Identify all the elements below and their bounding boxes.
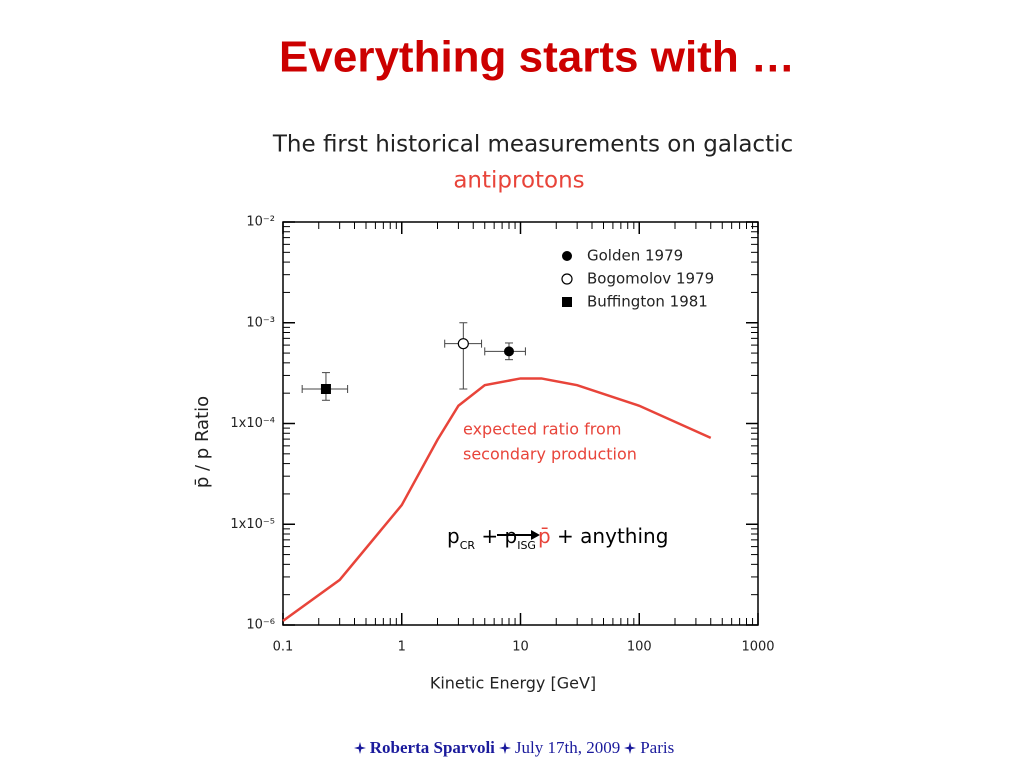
slide-title: Everything starts with … bbox=[279, 33, 795, 82]
annotation: secondary production bbox=[463, 445, 637, 464]
y-tick-label: 10⁻³ bbox=[246, 315, 275, 330]
star bbox=[624, 742, 637, 754]
legend-marker bbox=[562, 297, 572, 307]
star bbox=[498, 742, 511, 754]
reaction-part: + anything bbox=[551, 524, 669, 548]
x-tick-label: 0.1 bbox=[273, 640, 294, 655]
chart-subtitle: antiprotons bbox=[453, 168, 584, 194]
x-tick-label: 1 bbox=[398, 640, 406, 655]
reaction-arrowhead bbox=[531, 530, 540, 540]
x-tick-label: 10 bbox=[512, 640, 529, 655]
y-tick-label: 1x10⁻⁵ bbox=[230, 517, 275, 532]
legend-label: Golden 1979 bbox=[587, 247, 683, 265]
legend-marker bbox=[561, 273, 573, 285]
chart: Everything starts with … The first histo… bbox=[192, 33, 795, 693]
reaction-sub: ISG bbox=[517, 539, 536, 552]
chart-title: The first historical measurements on gal… bbox=[272, 132, 793, 158]
footer-place: Paris bbox=[640, 738, 675, 757]
x-tick-label: 100 bbox=[627, 640, 652, 655]
reaction-lhs: pCR + pISG bbox=[447, 524, 536, 553]
reaction-part: p̄ bbox=[538, 524, 551, 548]
marker bbox=[457, 338, 469, 350]
marker bbox=[320, 384, 331, 395]
footer-author: Roberta Sparvoli bbox=[369, 738, 495, 757]
legend-label: Bogomolov 1979 bbox=[587, 270, 714, 288]
annotation: expected ratio from bbox=[463, 420, 621, 439]
footer: Roberta Sparvoli July 17th, 2009 Paris bbox=[0, 738, 1024, 758]
reaction-sub: CR bbox=[460, 539, 476, 552]
y-tick-label: 10⁻² bbox=[246, 215, 275, 230]
y-axis-label: p̄ / p Ratio bbox=[192, 396, 213, 488]
reaction-part: p bbox=[447, 524, 460, 548]
reaction-rhs: p̄ + anything bbox=[538, 524, 668, 548]
reaction-part: + p bbox=[475, 524, 517, 548]
x-tick-label: 1000 bbox=[741, 640, 774, 655]
y-tick-label: 10⁻⁶ bbox=[246, 618, 275, 633]
footer-date: July 17th, 2009 bbox=[514, 738, 621, 757]
legend-marker bbox=[562, 251, 572, 261]
curve bbox=[282, 377, 712, 622]
legend-label: Buffington 1981 bbox=[587, 293, 708, 311]
star bbox=[353, 742, 366, 754]
marker bbox=[503, 346, 514, 357]
x-axis-label: Kinetic Energy [GeV] bbox=[430, 674, 596, 693]
y-tick-label: 1x10⁻⁴ bbox=[230, 416, 275, 431]
